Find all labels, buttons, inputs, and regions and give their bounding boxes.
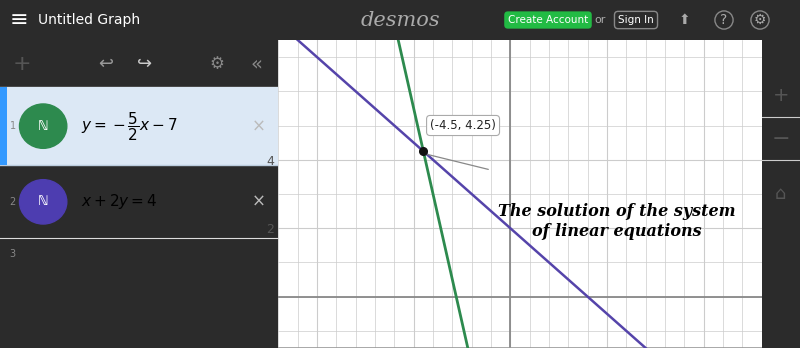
Text: 3: 3 xyxy=(10,249,15,259)
Text: ⚙: ⚙ xyxy=(210,55,225,72)
Text: ⚙: ⚙ xyxy=(754,13,766,27)
Text: ↩: ↩ xyxy=(98,55,114,72)
Text: 2: 2 xyxy=(10,197,16,207)
Text: +: + xyxy=(773,86,789,105)
Text: $y = -\dfrac{5}{2}x - 7$: $y = -\dfrac{5}{2}x - 7$ xyxy=(81,110,178,143)
Text: The solution of the system
of linear equations: The solution of the system of linear equ… xyxy=(498,203,735,240)
Text: +: + xyxy=(13,54,31,73)
Text: ℕ: ℕ xyxy=(38,120,49,133)
Text: ×: × xyxy=(252,193,266,211)
Text: (-4.5, 4.25): (-4.5, 4.25) xyxy=(430,119,496,132)
Text: ×: × xyxy=(252,117,266,135)
Text: −: − xyxy=(771,128,790,149)
Text: ⬆: ⬆ xyxy=(678,13,690,27)
Text: or: or xyxy=(594,15,606,25)
Text: ⌂: ⌂ xyxy=(775,185,786,203)
Text: $x + 2y = 4$: $x + 2y = 4$ xyxy=(81,192,157,211)
Text: ≡: ≡ xyxy=(10,10,28,30)
Circle shape xyxy=(19,180,67,224)
Text: Untitled Graph: Untitled Graph xyxy=(38,13,141,27)
FancyBboxPatch shape xyxy=(0,87,7,165)
Text: Sign In: Sign In xyxy=(618,15,654,25)
Text: ℕ: ℕ xyxy=(38,195,49,208)
Text: ?: ? xyxy=(720,13,728,27)
Text: Create Account: Create Account xyxy=(508,15,588,25)
Text: desmos: desmos xyxy=(360,10,440,30)
Text: 1: 1 xyxy=(10,121,15,131)
FancyBboxPatch shape xyxy=(0,87,278,165)
Text: ↪: ↪ xyxy=(138,55,152,72)
Text: «: « xyxy=(250,54,262,73)
Circle shape xyxy=(19,104,67,148)
